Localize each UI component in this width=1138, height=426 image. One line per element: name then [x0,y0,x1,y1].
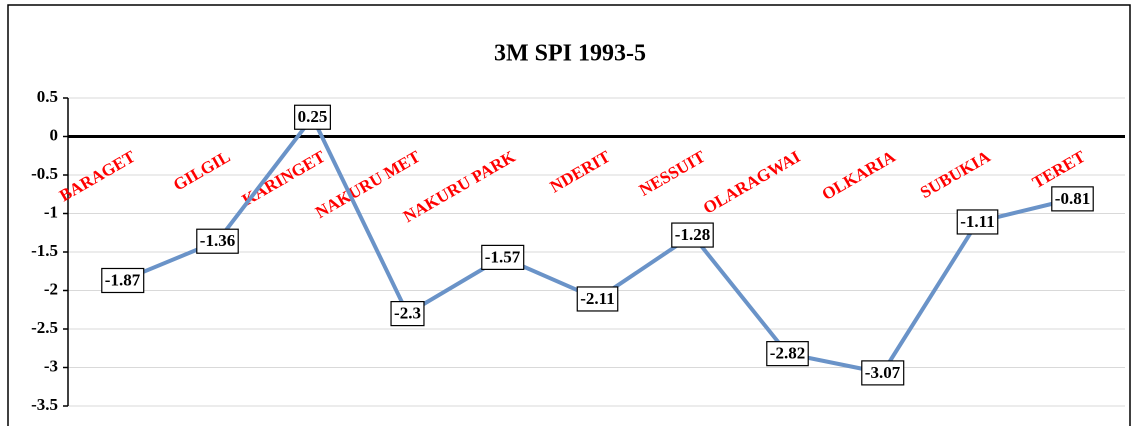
data-label-box [481,244,525,270]
y-tick-label: -2.5 [31,318,58,337]
data-label: -1.11 [960,212,994,231]
y-tick-label: -3 [44,356,58,375]
data-label: -3.07 [865,363,901,382]
data-label: -2.82 [770,344,805,363]
y-tick-label: -1.5 [31,241,58,260]
y-tick-label: -0.5 [31,164,58,183]
chart-title: 3M SPI 1993-5 [494,41,646,67]
y-tick-label: 0 [50,125,59,144]
data-label-box [101,267,145,294]
data-label: -1.36 [200,231,235,250]
data-label-box [196,228,239,254]
chart-border [7,4,1131,426]
y-tick-label: -3.5 [31,395,58,414]
data-label-box [576,286,619,312]
y-tick-label: -1 [44,202,58,221]
data-label-box [1051,186,1094,212]
data-label-box [390,301,425,327]
y-tick-label: 0.5 [37,87,58,106]
data-label: -0.81 [1055,189,1090,208]
data-label-box [861,360,905,386]
data-label: -1.28 [675,225,710,244]
data-label: -1.57 [485,247,521,266]
data-label-box [671,222,714,248]
data-label: 0.25 [298,107,328,126]
y-tick-label: -2 [44,279,58,298]
data-label-box [956,209,999,235]
data-label: -2.11 [580,289,614,308]
data-label-box [766,341,809,367]
data-label: -2.3 [394,304,421,323]
data-label: -1.87 [105,270,141,289]
data-label-box [294,104,331,130]
